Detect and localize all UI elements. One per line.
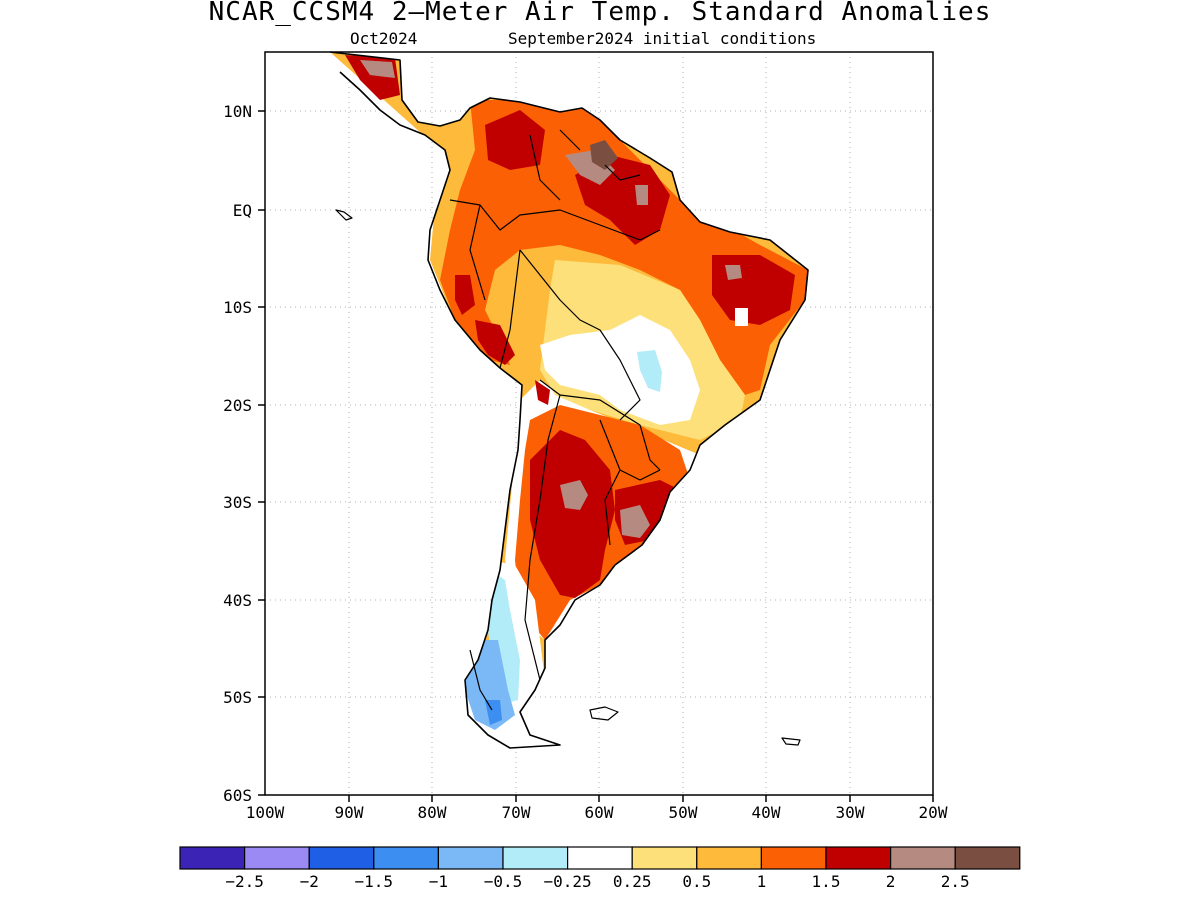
colorbar-label: 1 bbox=[757, 872, 767, 891]
colorbar-swatch bbox=[502, 846, 569, 870]
colorbar-swatch bbox=[308, 846, 375, 870]
colorbar-labels: −2.5 −2 −1.5 −1 −0.5 −0.25 0.25 0.5 1 1.5 2 2.5 bbox=[225, 872, 969, 891]
lon-label: 60W bbox=[585, 803, 614, 822]
initial-conditions-label: September2024 initial conditions bbox=[508, 29, 817, 48]
colorbar-swatch bbox=[179, 846, 246, 870]
lat-labels: 10N EQ 10S 20S 30S 40S 50S 60S bbox=[223, 102, 252, 805]
colorbar-swatch bbox=[244, 846, 310, 870]
lat-label: 20S bbox=[223, 396, 252, 415]
tick-marks bbox=[258, 110, 934, 802]
colorbar-swatch bbox=[954, 846, 1021, 870]
colorbar-swatches bbox=[179, 846, 1021, 870]
colorbar-label: −1 bbox=[429, 872, 448, 891]
colorbar-swatch bbox=[631, 846, 698, 870]
lat-label: 10N bbox=[223, 102, 252, 121]
lon-label: 90W bbox=[335, 803, 364, 822]
colorbar-swatch bbox=[373, 846, 439, 870]
map-title: NCAR_CCSM4 2—Meter Air Temp. Standard An… bbox=[208, 0, 992, 27]
coastlines-and-borders bbox=[329, 51, 809, 749]
colorbar-label: −2 bbox=[300, 872, 319, 891]
colorbar-label: −1.5 bbox=[355, 872, 394, 891]
colorbar-swatch bbox=[889, 846, 956, 870]
colorbar-label: 2 bbox=[886, 872, 896, 891]
colorbar-swatch bbox=[760, 846, 827, 870]
islands bbox=[335, 209, 801, 746]
colorbar-label: −0.25 bbox=[544, 872, 592, 891]
lat-label: 40S bbox=[223, 591, 252, 610]
lat-label: EQ bbox=[233, 201, 252, 220]
south-america-coastline bbox=[329, 51, 809, 749]
lon-label: 100W bbox=[246, 803, 285, 822]
colorbar-swatch bbox=[696, 846, 762, 870]
lon-label: 40W bbox=[752, 803, 781, 822]
lon-label: 80W bbox=[418, 803, 447, 822]
lat-label: 60S bbox=[223, 786, 252, 805]
colorbar-label: 1.5 bbox=[812, 872, 841, 891]
lon-label: 20W bbox=[919, 803, 948, 822]
colorbar-label: −2.5 bbox=[225, 872, 264, 891]
lon-label: 50W bbox=[669, 803, 698, 822]
country-borders bbox=[449, 129, 661, 681]
lat-label: 30S bbox=[223, 493, 252, 512]
colorbar-label: 2.5 bbox=[941, 872, 970, 891]
colorbar-swatch bbox=[437, 846, 504, 870]
lat-label: 10S bbox=[223, 298, 252, 317]
colorbar-label: 0.5 bbox=[682, 872, 711, 891]
lon-label: 30W bbox=[836, 803, 865, 822]
lat-label: 50S bbox=[223, 688, 252, 707]
forecast-month: Oct2024 bbox=[350, 29, 418, 48]
colorbar-label: −0.5 bbox=[484, 872, 523, 891]
colorbar-swatch bbox=[566, 846, 633, 870]
lon-label: 70W bbox=[502, 803, 531, 822]
colorbar-label: 0.25 bbox=[613, 872, 652, 891]
lon-labels: 100W 90W 80W 70W 60W 50W 40W 30W 20W bbox=[246, 803, 948, 822]
colorbar-swatch bbox=[825, 846, 892, 870]
